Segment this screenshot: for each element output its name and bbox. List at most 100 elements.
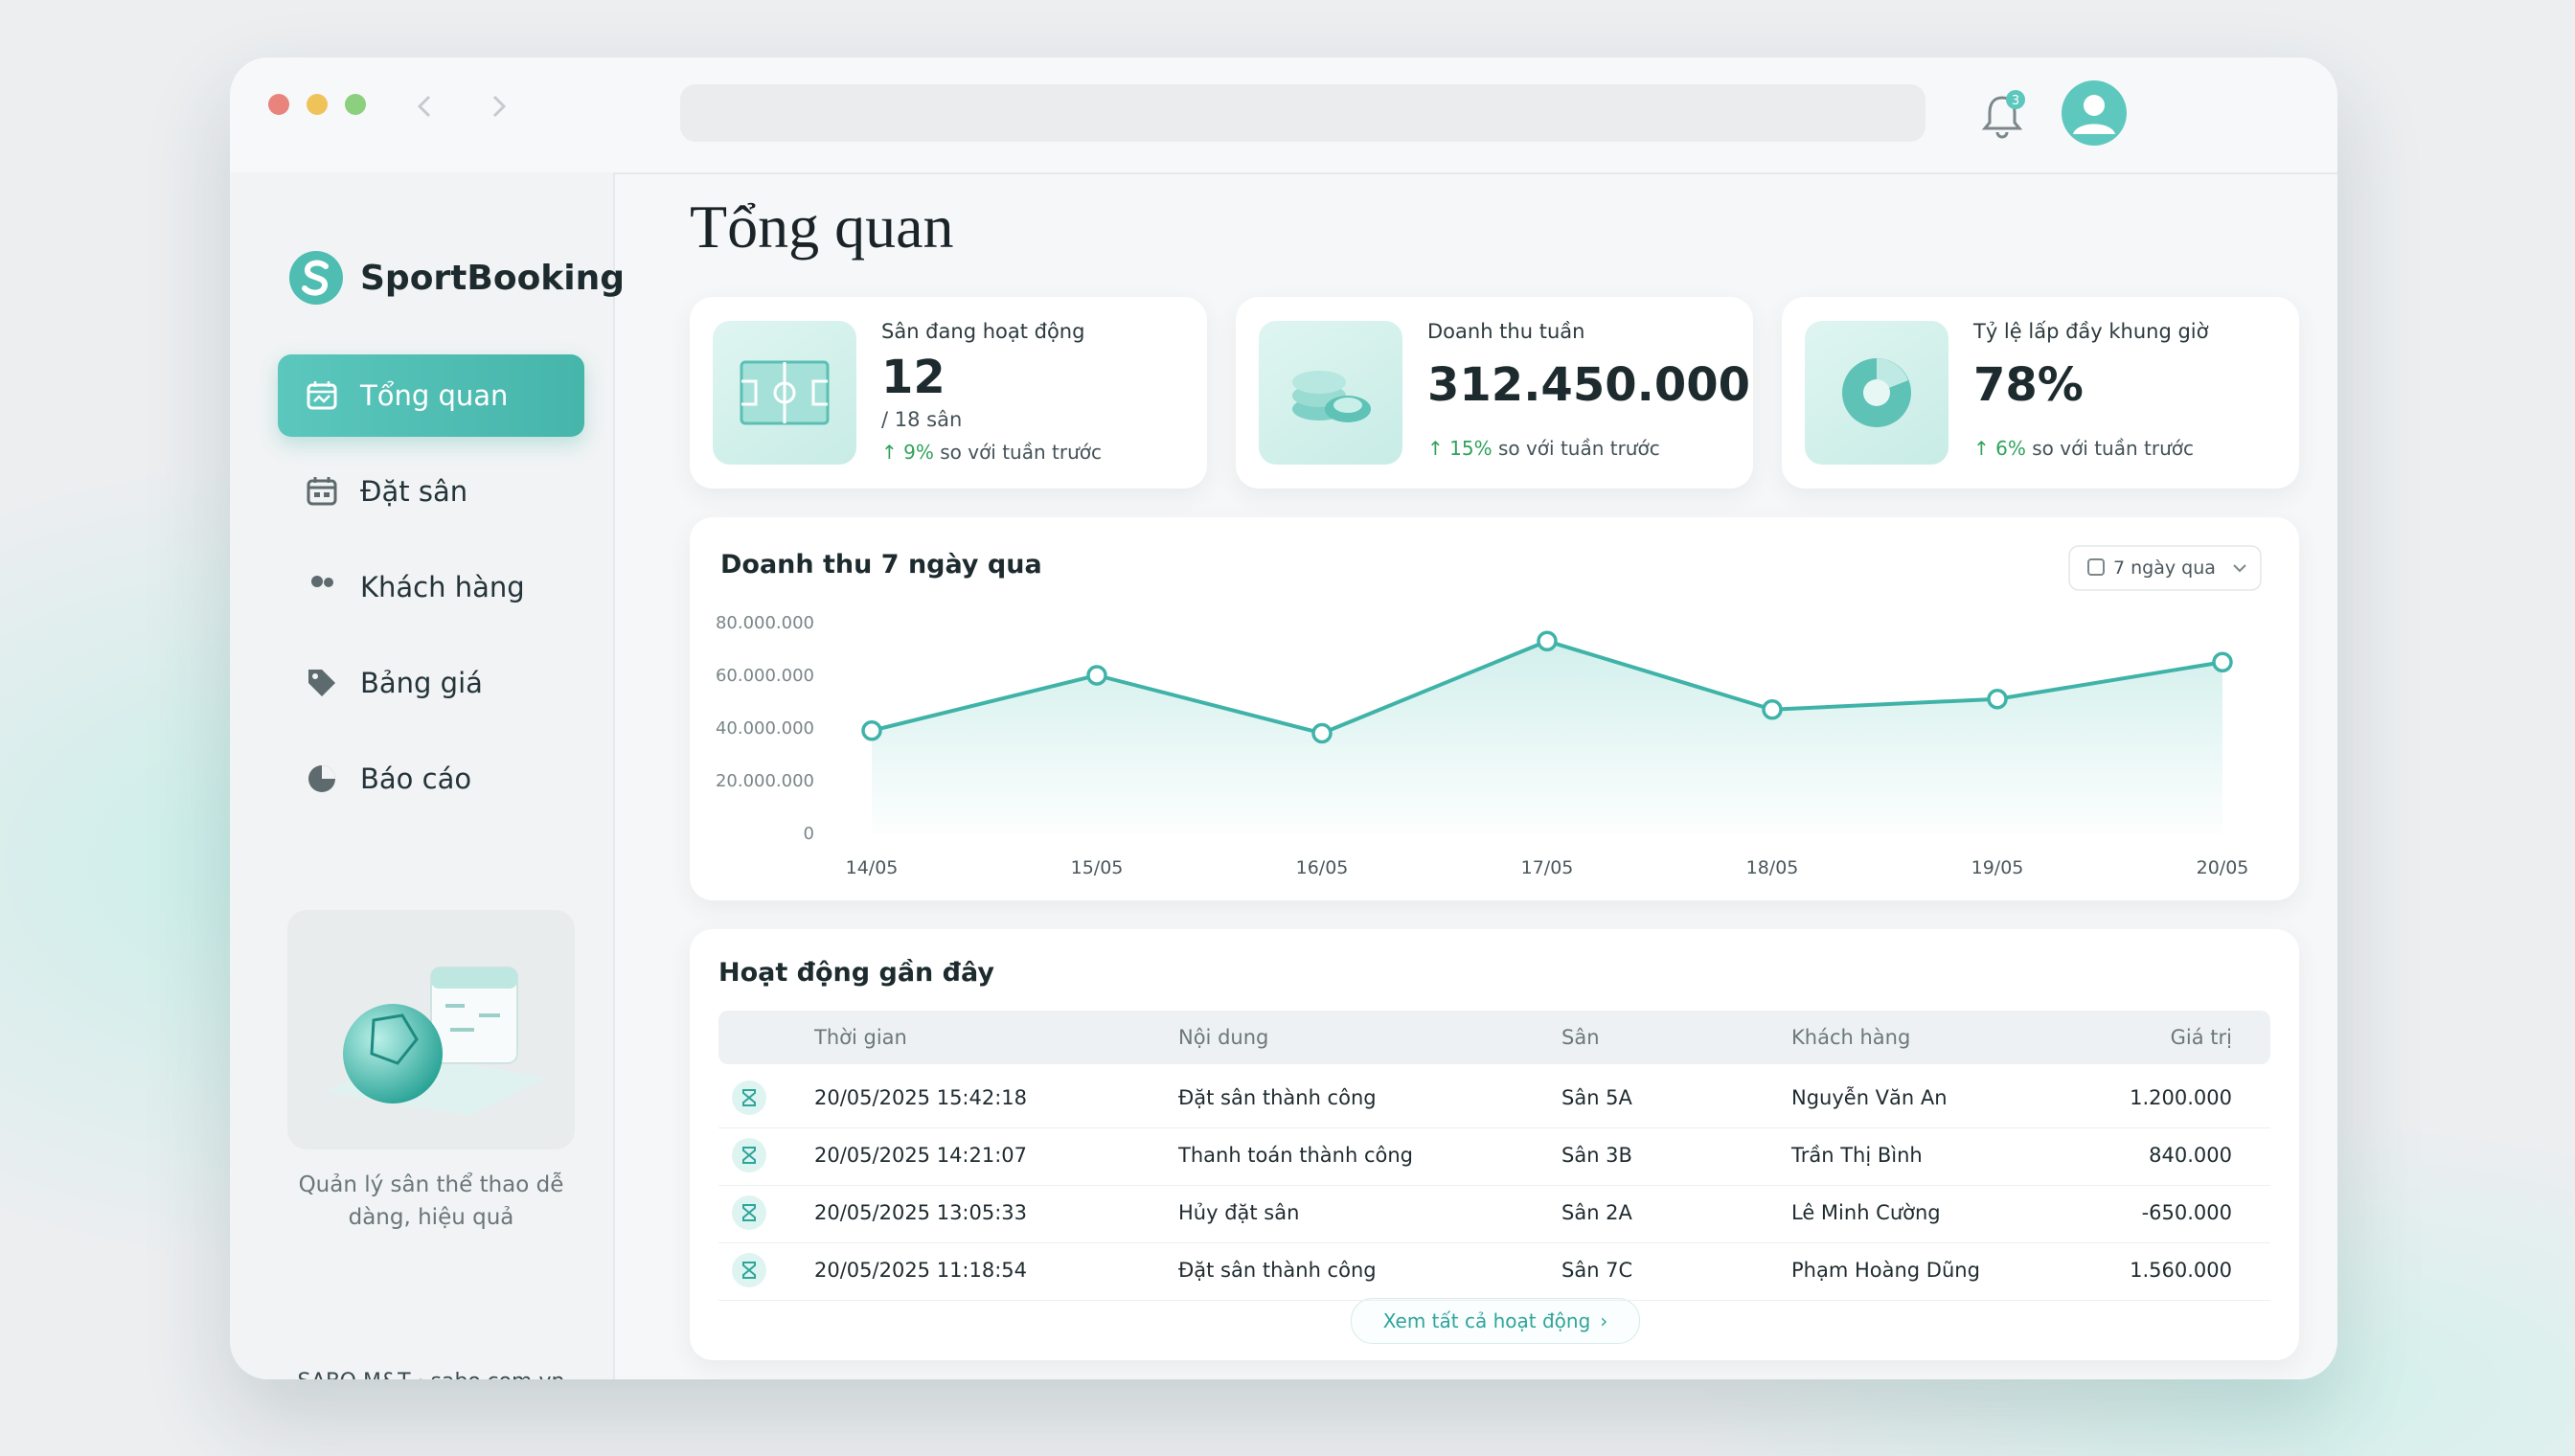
nav-item[interactable]: Báo cáo [278, 738, 584, 820]
stat-card: Tỷ lệ lấp đầy khung giờ 78% ↑ 6% so với … [1782, 297, 2299, 489]
nav-list: Tổng quan Đặt sân Khách hàng Bảng giá Báo cá… [278, 354, 584, 833]
y-tick-label: 60.000.000 [716, 666, 814, 686]
browser-window: 3 SportBooking Tổng quan Đặt sân Khách hàn… [230, 57, 2337, 1379]
promo-illustration [287, 910, 575, 1149]
column-header: Sân [1561, 1026, 1600, 1049]
x-tick-label: 15/05 [1071, 857, 1124, 878]
table-row[interactable]: 20/05/2025 15:42:18 Đặt sân thành công Sân… [718, 1068, 2270, 1128]
stat-label: Sân đang hoạt động [881, 320, 1085, 343]
stat-change: 15% [1449, 437, 1493, 460]
y-tick-label: 80.000.000 [716, 613, 814, 633]
nav-item[interactable]: Khách hàng [278, 546, 584, 628]
column-header: Giá trị [2170, 1026, 2232, 1049]
row-icon [732, 1253, 766, 1287]
table-cell: 20/05/2025 14:21:07 [814, 1144, 1028, 1167]
nav-label[interactable]: Khách hàng [360, 571, 525, 603]
period-dropdown[interactable] [2068, 545, 2262, 591]
notification-bell[interactable]: 3 [1973, 86, 2031, 144]
x-tick-label: 17/05 [1521, 857, 1574, 878]
stat-icon [713, 321, 856, 465]
table-cell: Thanh toán thành công [1178, 1144, 1413, 1167]
stat-change: 6% [1995, 437, 2026, 460]
view-all-label[interactable]: Xem tất cả hoạt động [1382, 1309, 1591, 1332]
nav-item[interactable]: Bảng giá [278, 642, 584, 724]
dropdown-caret [2233, 564, 2246, 573]
y-tick-label: 40.000.000 [716, 718, 814, 739]
x-tick-label: 20/05 [2197, 857, 2249, 878]
area [872, 641, 2222, 833]
point [1987, 689, 2008, 710]
activity-title: Hoạt động gần đây [718, 958, 994, 988]
point [2212, 651, 2233, 672]
table-cell: Trần Thị Bình [1791, 1144, 1923, 1167]
nav-item[interactable]: Đặt sân [278, 450, 584, 533]
point [1537, 630, 1558, 651]
minimize-dot[interactable] [307, 94, 328, 115]
table-cell: Đặt sân thành công [1178, 1086, 1377, 1109]
brand[interactable]: SportBooking [287, 249, 625, 307]
table-cell: Sân 5A [1561, 1086, 1632, 1109]
chart-card: Doanh thu 7 ngày qua 7 ngày qua 0 20.000.… [690, 517, 2299, 900]
page-title: Tổng quan [690, 193, 954, 261]
stat-card: Sân đang hoạt động 12 / 18 sân ↑ 9% so v… [690, 297, 1207, 489]
table-cell: 20/05/2025 11:18:54 [814, 1259, 1028, 1282]
row-icon [732, 1138, 766, 1172]
table-cell: 20/05/2025 15:42:18 [814, 1086, 1028, 1109]
table-cell: Nguyễn Văn An [1791, 1086, 1948, 1109]
stat-label: Tỷ lệ lấp đầy khung giờ [1973, 320, 2209, 343]
table-cell: Sân 2A [1561, 1201, 1632, 1224]
maximize-dot[interactable] [345, 94, 366, 115]
table-cell: 1.560.000 [2130, 1259, 2232, 1282]
history-arrows[interactable] [412, 92, 517, 121]
nav-icon [308, 670, 335, 696]
nav-label[interactable]: Báo cáo [360, 762, 472, 795]
table-row[interactable]: 20/05/2025 11:18:54 Đặt sân thành công Sân… [718, 1240, 2270, 1301]
point [1311, 722, 1333, 744]
point [1762, 699, 1783, 720]
row-icon [732, 1081, 766, 1115]
nav-item[interactable]: Tổng quan [278, 354, 584, 437]
table-cell: 1.200.000 [2130, 1086, 2232, 1109]
table-cell: Sân 7C [1561, 1259, 1633, 1282]
table-row[interactable]: 20/05/2025 13:05:33 Hủy đặt sân Sân 2A Lê M… [718, 1183, 2270, 1243]
stat-value: 78% [1973, 358, 2084, 412]
table-row[interactable]: 20/05/2025 14:21:07 Thanh toán thành công… [718, 1126, 2270, 1186]
view-all-button[interactable]: Xem tất cả hoạt động › [1351, 1298, 1640, 1344]
revenue-chart: Doanh thu 7 ngày qua 7 ngày qua 0 20.000.… [716, 545, 2262, 878]
nav-label[interactable]: Tổng quan [360, 379, 509, 412]
nav-icon [311, 576, 333, 587]
nav-label[interactable]: Bảng giá [360, 667, 483, 699]
table-cell: Hủy đặt sân [1178, 1201, 1300, 1224]
column-header: Khách hàng [1791, 1026, 1911, 1049]
sidebar: SportBooking Tổng quan Đặt sân Khách hàng B… [230, 172, 625, 1379]
address-bar[interactable] [680, 84, 1926, 142]
x-tick-label: 14/05 [846, 857, 899, 878]
table-cell: Sân 3B [1561, 1144, 1632, 1167]
period-label[interactable]: 7 ngày qua [2113, 557, 2216, 579]
stat-icon [1805, 321, 1948, 465]
stat-icon [1259, 321, 1402, 465]
stat-value: 12 [881, 351, 946, 404]
notification-count: 3 [2012, 94, 2019, 108]
stat-note: so với tuần trước [940, 441, 1102, 464]
close-dot[interactable] [268, 94, 289, 115]
row-icon [732, 1195, 766, 1230]
nav-icon [307, 477, 337, 506]
user-avatar[interactable] [2060, 79, 2129, 148]
calendar-icon [2087, 558, 2105, 576]
column-header: Thời gian [814, 1026, 907, 1049]
browser-topbar: 3 [230, 57, 2337, 174]
sidebar-footer: SABO M&T · sabo.com.vn [287, 1370, 575, 1379]
nav-label[interactable]: Đặt sân [360, 475, 468, 508]
stat-change: 9% [903, 441, 934, 464]
table-cell: -650.000 [2141, 1201, 2232, 1224]
stat-detail: / 18 sân [881, 408, 963, 431]
promo-art [326, 967, 546, 1116]
stat-value: 312.450.000 [1427, 358, 1751, 412]
column-header: Nội dung [1178, 1026, 1269, 1049]
point [861, 720, 882, 741]
stat-label: Doanh thu tuần [1427, 320, 1585, 343]
chart-title: Doanh thu 7 ngày qua [720, 550, 1042, 580]
